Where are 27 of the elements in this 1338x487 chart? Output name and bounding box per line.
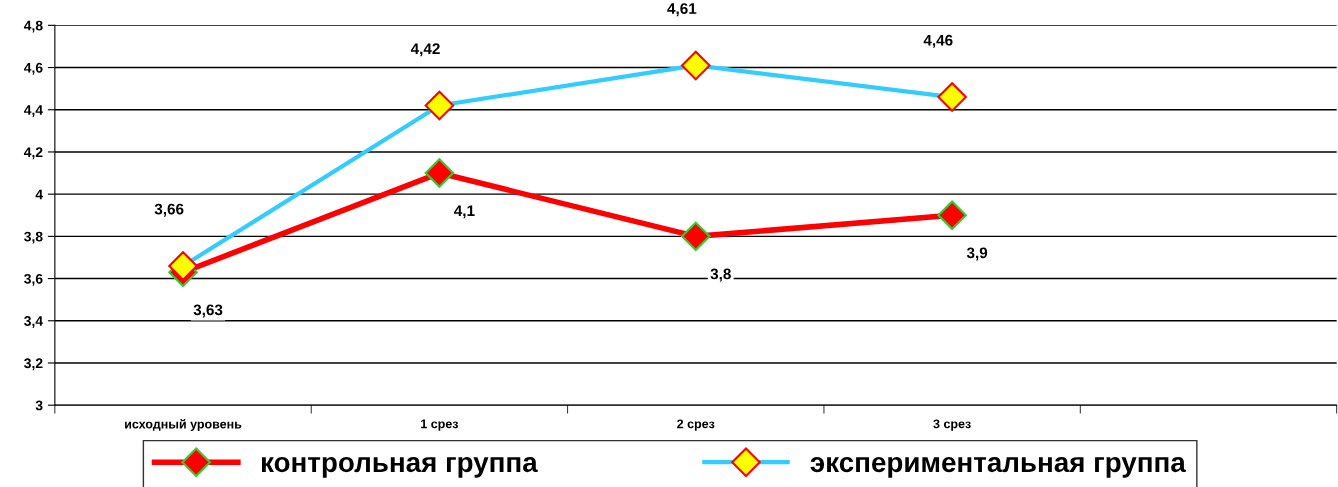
data-label: 3,63 xyxy=(193,304,223,318)
y-tick-label: 3,6 xyxy=(24,273,43,286)
data-label: 4,61 xyxy=(667,3,697,17)
y-tick-label: 3,8 xyxy=(24,231,43,244)
y-tick-label: 3 xyxy=(35,400,43,411)
x-tick-label: 2 срез xyxy=(677,419,715,431)
y-tick-label: 3,4 xyxy=(24,316,43,328)
x-tick-label: 1 срез xyxy=(421,419,459,431)
data-label: 3,66 xyxy=(154,203,184,217)
data-label: 4,1 xyxy=(454,205,475,219)
point xyxy=(680,221,711,252)
y-tick-label: 4 xyxy=(35,189,43,200)
legend-label: контрольная группа xyxy=(261,456,538,478)
y-tick-label: 4,4 xyxy=(23,105,43,117)
x-tick-label: исходный уровень xyxy=(125,419,242,431)
data-label: 4,46 xyxy=(923,34,953,48)
data-label: 3,8 xyxy=(710,268,731,282)
y-tick-label: 4,2 xyxy=(23,147,43,160)
point xyxy=(937,200,967,231)
x-tick-label: 3 срез xyxy=(933,419,971,431)
y-tick-label: 4,8 xyxy=(23,20,43,33)
point xyxy=(424,158,455,188)
y-tick-label: 4,6 xyxy=(23,62,43,75)
y-tick-label: 3,2 xyxy=(24,358,43,371)
data-label: 4,42 xyxy=(410,43,440,57)
data-label: 3,9 xyxy=(966,247,988,261)
legend-label: экспериментальная группа xyxy=(810,456,1186,478)
